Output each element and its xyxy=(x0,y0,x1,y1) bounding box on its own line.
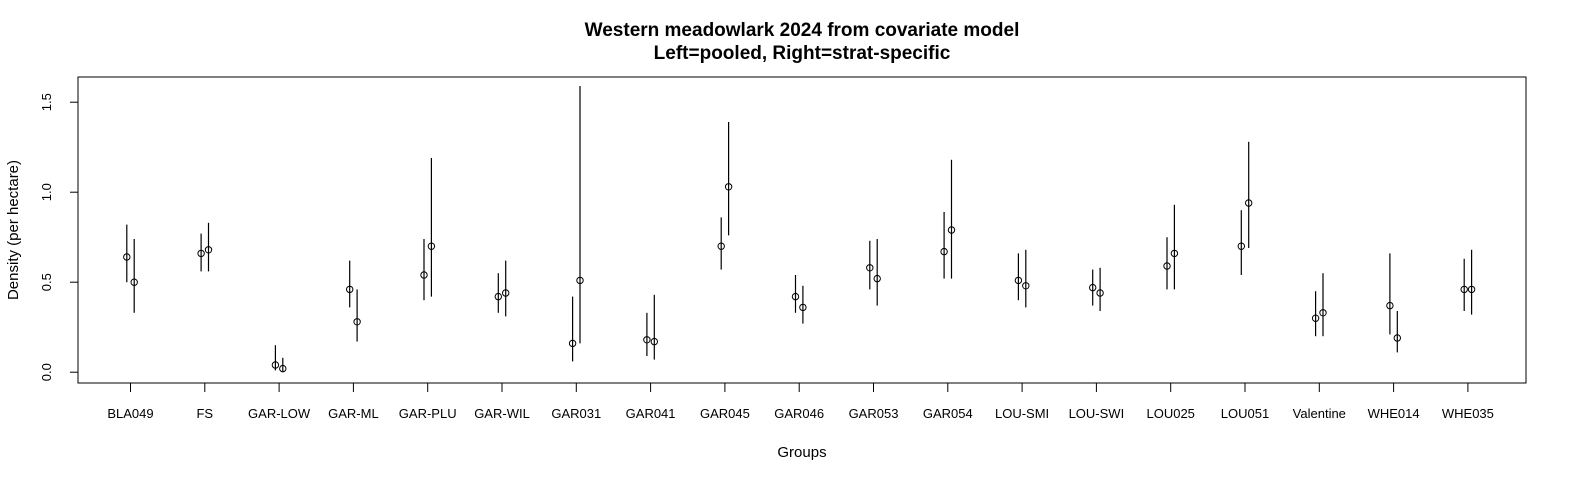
y-axis: 0.0 0.5 1.0 1.5 xyxy=(39,93,79,381)
point-strat xyxy=(650,337,658,346)
x-tick-label: GAR-ML xyxy=(328,406,379,421)
point-pooled xyxy=(420,271,428,279)
x-tick-label: LOU051 xyxy=(1221,406,1269,421)
point-strat xyxy=(1319,309,1327,317)
point-pooled xyxy=(1460,285,1468,294)
x-tick-label: WHE014 xyxy=(1368,406,1420,421)
point-strat xyxy=(947,226,956,234)
point-strat xyxy=(427,242,436,250)
point-pooled xyxy=(1163,262,1171,270)
point-strat xyxy=(1022,282,1030,290)
point-strat xyxy=(1096,289,1104,297)
y-tick-label: 0.0 xyxy=(39,363,54,381)
x-tick-label: LOU025 xyxy=(1146,406,1194,421)
point-pooled xyxy=(940,247,948,256)
x-tick-label: BLA049 xyxy=(107,406,153,421)
point-strat xyxy=(502,289,510,297)
point-strat xyxy=(576,276,584,285)
point-strat xyxy=(1245,199,1253,207)
x-tick-label: LOU-SWI xyxy=(1069,406,1125,421)
point-pooled xyxy=(643,336,651,344)
point-pooled xyxy=(1386,301,1394,310)
point-strat xyxy=(724,183,733,191)
point-strat xyxy=(873,274,881,283)
point-pooled xyxy=(1237,242,1246,250)
point-strat xyxy=(1170,249,1179,258)
point-pooled xyxy=(346,285,354,294)
point-pooled xyxy=(568,339,577,348)
x-tick-label: GAR045 xyxy=(700,406,750,421)
y-axis-label: Density (per hectare) xyxy=(5,160,22,300)
x-tick-label: GAR046 xyxy=(774,406,824,421)
x-axis-label: Groups xyxy=(777,444,826,461)
point-pooled xyxy=(123,253,131,261)
point-pooled xyxy=(791,292,800,301)
x-tick-label: GAR-LOW xyxy=(248,406,311,421)
x-tick-label: GAR031 xyxy=(551,406,601,421)
point-strat xyxy=(1393,334,1402,342)
point-pooled xyxy=(1014,276,1023,285)
x-tick-label: GAR054 xyxy=(923,406,973,421)
point-strat xyxy=(204,246,213,254)
y-tick-label: 0.5 xyxy=(39,273,54,291)
point-pooled xyxy=(271,361,280,369)
plot-frame xyxy=(77,76,1527,384)
x-axis: BLA049 FS GAR-LOW GAR-ML GAR-PLU GAR-WIL GAR03… xyxy=(107,382,1494,421)
point-strat xyxy=(799,303,807,312)
point-pooled xyxy=(717,242,725,250)
point-pooled xyxy=(1089,283,1097,292)
point-strat xyxy=(1467,285,1476,294)
x-tick-label: GAR041 xyxy=(626,406,676,421)
x-tick-label: WHE035 xyxy=(1442,406,1494,421)
point-strat xyxy=(130,278,138,286)
x-tick-label: FS xyxy=(196,406,213,421)
x-tick-label: GAR053 xyxy=(849,406,899,421)
point-strat xyxy=(353,318,361,326)
point-pooled xyxy=(494,292,502,301)
x-tick-label: GAR-PLU xyxy=(399,406,457,421)
y-tick-label: 1.5 xyxy=(39,93,54,111)
y-tick-label: 1.0 xyxy=(39,183,54,201)
x-tick-label: Valentine xyxy=(1293,406,1346,421)
chart-subtitle: Left=pooled, Right=strat-specific xyxy=(654,43,951,64)
x-tick-label: GAR-WIL xyxy=(474,406,530,421)
data-marks xyxy=(123,86,1476,373)
point-pooled xyxy=(197,249,205,258)
point-pooled xyxy=(1311,314,1320,322)
x-tick-label: LOU-SMI xyxy=(995,406,1049,421)
point-strat xyxy=(279,364,287,373)
point-pooled xyxy=(866,264,874,272)
chart-title: Western meadowlark 2024 from covariate m… xyxy=(585,20,1020,41)
